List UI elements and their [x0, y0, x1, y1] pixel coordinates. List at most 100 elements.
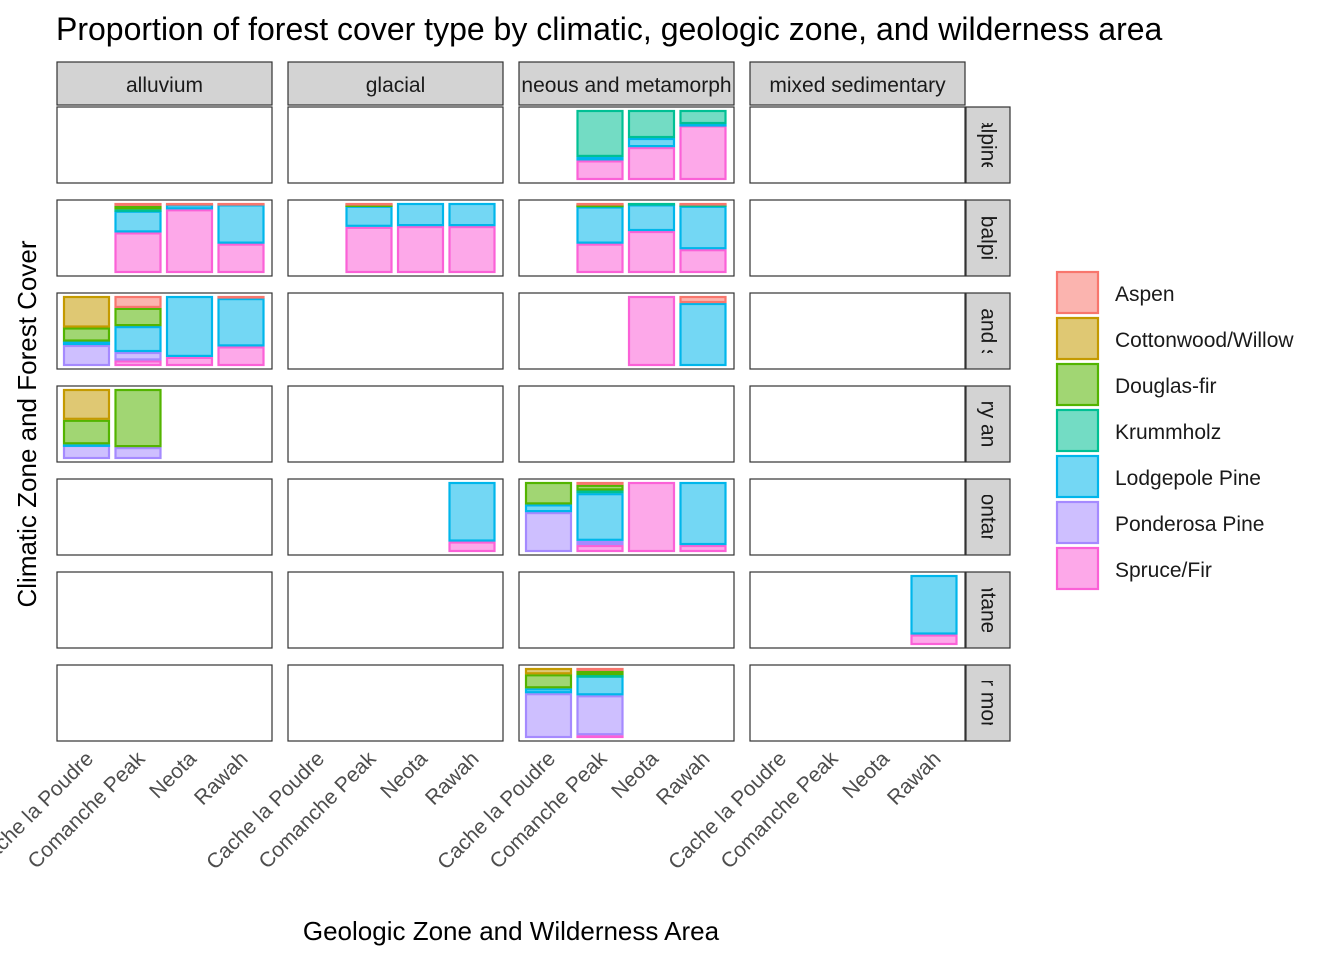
- column-strip-label: alluvium: [126, 74, 203, 97]
- bar-segment-ponderosa-pine: [576, 695, 624, 736]
- facet-panel: [287, 292, 504, 370]
- bar-segment-aspen: [165, 202, 214, 206]
- legend-label: Spruce/Fir: [1115, 559, 1212, 582]
- column-strip-label: glacial: [366, 74, 426, 97]
- stacked-bar: [627, 295, 676, 367]
- bar-segment-lodgepole-pine: [679, 205, 727, 250]
- bar-segment-aspen: [576, 667, 624, 671]
- row-strip: dry and: [965, 385, 1011, 463]
- row-strip: er mont: [965, 664, 1011, 742]
- bar-segment-aspen: [576, 202, 624, 206]
- row-strip-label: er mont: [977, 667, 1000, 738]
- bar-segment-ponderosa-pine: [114, 351, 162, 361]
- bar-segment-spruce-fir: [165, 356, 214, 367]
- chart-title: Proportion of forest cover type by clima…: [56, 11, 1163, 47]
- bar-segment-cottonwood-willow: [62, 388, 111, 420]
- legend-entry: Ponderosa Pine: [1055, 500, 1264, 545]
- stacked-bar: [345, 202, 393, 274]
- legend-key: [1055, 500, 1100, 545]
- stacked-bar: [62, 388, 111, 460]
- bar-segment-spruce-fir: [627, 147, 676, 181]
- facet-panel: [287, 664, 504, 742]
- bar-segment-douglas-fir: [576, 670, 624, 676]
- legend-label: Lodgepole Pine: [1115, 467, 1261, 490]
- bar-segment-cottonwood-willow: [524, 667, 573, 675]
- stacked-bar: [679, 109, 727, 181]
- bar-segment-spruce-fir: [679, 249, 727, 274]
- stacked-bar: [165, 295, 214, 367]
- bar-segment-spruce-fir: [114, 232, 162, 274]
- bar-segment-lodgepole-pine: [627, 137, 676, 148]
- stacked-bar: [679, 481, 727, 553]
- bar-segment-lodgepole-pine: [165, 295, 214, 358]
- bar-segment-douglas-fir: [524, 481, 573, 505]
- legend-entry: Lodgepole Pine: [1055, 454, 1261, 499]
- bar-segment-spruce-fir: [576, 160, 624, 181]
- bar-segment-ponderosa-pine: [62, 344, 111, 367]
- bar-segment-spruce-fir: [217, 243, 265, 274]
- stacked-bar: [910, 574, 958, 646]
- facet-panel: [56, 106, 273, 184]
- bar-segment-douglas-fir: [62, 327, 111, 342]
- stacked-bar: [524, 481, 573, 553]
- column-strip: glacial: [287, 61, 504, 106]
- row-strip-label: ontane d: [977, 569, 1000, 651]
- bar-segment-cottonwood-willow: [62, 295, 111, 328]
- legend-key: [1055, 362, 1100, 407]
- bar-segment-krummholz: [627, 202, 676, 206]
- legend-entry: Cottonwood/Willow: [1055, 316, 1294, 361]
- bar-segment-ponderosa-pine: [114, 447, 162, 460]
- row-strip: ubalpin: [965, 199, 1011, 277]
- column-strip-label: neous and metamorph: [521, 74, 731, 97]
- legend-key: [1055, 316, 1100, 361]
- bar-segment-lodgepole-pine: [627, 204, 676, 232]
- legend-label: Aspen: [1115, 283, 1175, 306]
- legend-label: Cottonwood/Willow: [1115, 329, 1294, 352]
- legend-label: Krummholz: [1115, 421, 1221, 444]
- legend-entry: Douglas-fir: [1055, 362, 1217, 407]
- bar-segment-krummholz: [576, 490, 624, 494]
- bar-segment-aspen: [217, 295, 265, 299]
- bar-segment-aspen: [114, 295, 162, 308]
- legend-key: [1055, 454, 1100, 499]
- bar-segment-douglas-fir: [114, 307, 162, 327]
- row-strip-label: montane: [977, 476, 1000, 558]
- column-strip: alluvium: [56, 61, 273, 106]
- facet-panel: [287, 385, 504, 463]
- bar-segment-spruce-fir: [910, 634, 958, 646]
- stacked-bar: [62, 295, 111, 367]
- legend-entry: Spruce/Fir: [1055, 546, 1212, 591]
- x-tick-label: Rawah: [652, 747, 714, 809]
- legend-label: Ponderosa Pine: [1115, 513, 1264, 536]
- bar-segment-aspen: [679, 202, 727, 206]
- row-strip-label: e and su: [977, 291, 1000, 372]
- stacked-bar: [524, 667, 573, 739]
- bar-segment-douglas-fir: [62, 419, 111, 445]
- bar-segment-spruce-fir: [576, 735, 624, 739]
- legend-key: [1055, 408, 1100, 453]
- row-strip-label: alpine: [977, 117, 1000, 173]
- bar-segment-douglas-fir: [524, 674, 573, 689]
- stacked-bar: [627, 109, 676, 181]
- bar-segment-aspen: [114, 202, 162, 206]
- bar-segment-lodgepole-pine: [114, 210, 162, 233]
- facet-panel: [749, 199, 966, 277]
- bar-segment-spruce-fir: [448, 541, 496, 553]
- bar-segment-lodgepole-pine: [448, 481, 496, 542]
- row-strip: alpine: [965, 106, 1011, 184]
- row-strip: montane: [965, 476, 1011, 558]
- bar-segment-lodgepole-pine: [576, 156, 624, 161]
- legend-key: [1055, 270, 1100, 315]
- bar-segment-lodgepole-pine: [679, 123, 727, 127]
- bar-segment-lodgepole-pine: [448, 202, 496, 227]
- bar-segment-lodgepole-pine: [62, 444, 111, 447]
- bar-segment-douglas-fir: [114, 388, 162, 448]
- bar-segment-spruce-fir: [679, 125, 727, 181]
- bar-segment-spruce-fir: [627, 230, 676, 274]
- column-strip: neous and metamorph: [518, 61, 735, 106]
- bar-segment-spruce-fir: [114, 360, 162, 367]
- facet-panel: [749, 664, 966, 742]
- stacked-bar: [627, 481, 676, 553]
- legend-label: Douglas-fir: [1115, 375, 1217, 398]
- bar-segment-spruce-fir: [576, 243, 624, 274]
